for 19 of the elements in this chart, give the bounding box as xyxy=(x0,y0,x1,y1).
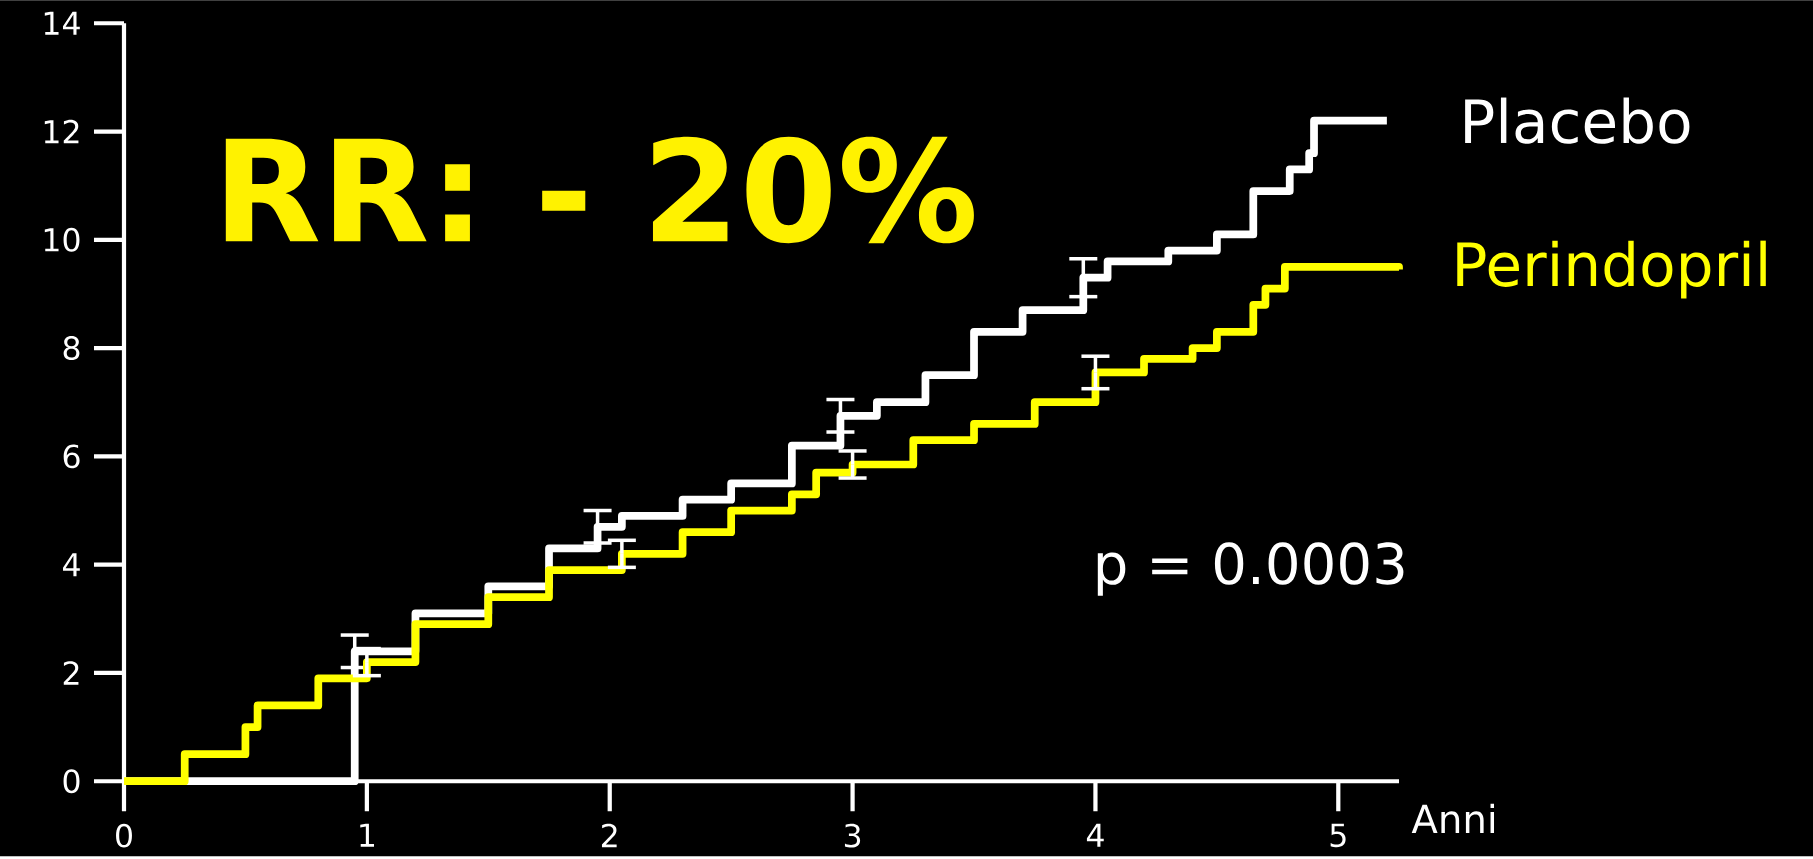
y-tick-label: 4 xyxy=(63,553,80,577)
x-tick-label: 0 xyxy=(116,823,132,848)
y-tick-label: 10 xyxy=(44,227,80,252)
annotation: p = 0.0003 xyxy=(1097,542,1404,596)
x-tick-label: 2 xyxy=(601,823,617,847)
x-tick-label: 5 xyxy=(1330,823,1346,848)
x-tick-label: 3 xyxy=(844,823,861,848)
x-tick-label: 1 xyxy=(360,823,374,847)
y-tick-label: 6 xyxy=(63,444,80,469)
y-tick-label: 14 xyxy=(44,11,80,35)
x-axis-title: Anni xyxy=(1411,803,1495,833)
series-label: Perindopril xyxy=(1457,240,1766,299)
x-tick-label: 4 xyxy=(1086,823,1104,847)
y-tick-label: 12 xyxy=(44,119,79,144)
annotation: RR: - 20% xyxy=(225,136,974,244)
y-tick-label: 2 xyxy=(63,661,79,685)
y-tick-label: 8 xyxy=(63,335,80,360)
series-label: Placebo xyxy=(1465,97,1690,144)
y-tick-label: 0 xyxy=(63,769,80,794)
